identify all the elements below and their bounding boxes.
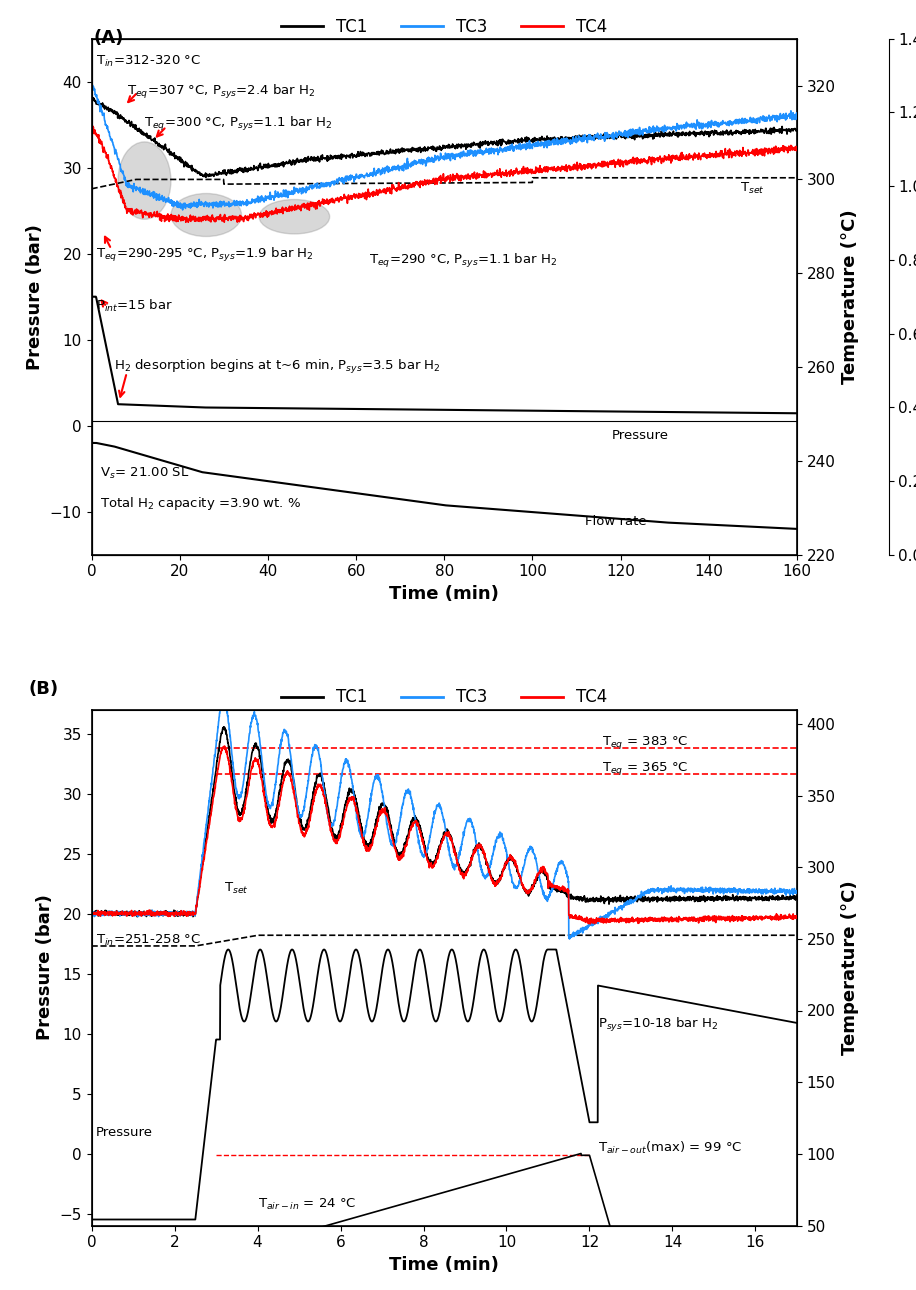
Text: H$_2$ desorption begins at t~6 min, P$_{sys}$=3.5 bar H$_2$: H$_2$ desorption begins at t~6 min, P$_{… [114, 357, 441, 375]
Ellipse shape [259, 200, 330, 233]
Text: P$_{int}$=15 bar: P$_{int}$=15 bar [96, 298, 173, 313]
Y-axis label: Pressure (bar): Pressure (bar) [36, 894, 54, 1041]
X-axis label: Time (min): Time (min) [389, 1255, 499, 1273]
Text: T$_{eq}$=290-295 °C, P$_{sys}$=1.9 bar H$_2$: T$_{eq}$=290-295 °C, P$_{sys}$=1.9 bar H… [96, 246, 314, 264]
Text: T$_{eq}$=307 °C, P$_{sys}$=2.4 bar H$_2$: T$_{eq}$=307 °C, P$_{sys}$=2.4 bar H$_2$ [126, 83, 315, 101]
Text: T$_{eq}$ = 383 °C: T$_{eq}$ = 383 °C [602, 734, 688, 751]
X-axis label: Time (min): Time (min) [389, 584, 499, 602]
Text: T$_{set}$: T$_{set}$ [739, 181, 764, 196]
Text: T$_{air-in}$ = 24 °C: T$_{air-in}$ = 24 °C [257, 1197, 355, 1211]
Text: T$_{in}$=251-258 °C: T$_{in}$=251-258 °C [96, 933, 201, 948]
Legend: TC1, TC3, TC4: TC1, TC3, TC4 [275, 10, 614, 43]
Text: P$_{sys}$=10-18 bar H$_2$: P$_{sys}$=10-18 bar H$_2$ [598, 1015, 718, 1033]
Ellipse shape [118, 142, 171, 219]
Legend: TC1, TC3, TC4: TC1, TC3, TC4 [275, 681, 614, 713]
Text: T$_{eq}$ = 365 °C: T$_{eq}$ = 365 °C [602, 760, 688, 777]
Text: T$_{set}$: T$_{set}$ [224, 881, 249, 897]
Text: V$_s$= 21.00 SL: V$_s$= 21.00 SL [101, 466, 190, 481]
Text: T$_{in}$=312-320 °C: T$_{in}$=312-320 °C [96, 53, 201, 68]
Text: T$_{eq}$=290 °C, P$_{sys}$=1.1 bar H$_2$: T$_{eq}$=290 °C, P$_{sys}$=1.1 bar H$_2$ [369, 252, 557, 270]
Text: Flow rate: Flow rate [585, 515, 647, 528]
Text: Pressure: Pressure [612, 428, 669, 441]
Y-axis label: Temperature (°C): Temperature (°C) [841, 880, 859, 1055]
Y-axis label: Temperature (°C): Temperature (°C) [841, 209, 859, 384]
Text: (B): (B) [28, 680, 59, 698]
Text: Pressure: Pressure [96, 1125, 153, 1139]
Text: T$_{eq}$=300 °C, P$_{sys}$=1.1 bar H$_2$: T$_{eq}$=300 °C, P$_{sys}$=1.1 bar H$_2$ [145, 115, 333, 133]
Text: T$_{air-out}$(max) = 99 °C: T$_{air-out}$(max) = 99 °C [598, 1139, 742, 1156]
Ellipse shape [171, 194, 242, 236]
Y-axis label: Pressure (bar): Pressure (bar) [27, 223, 44, 370]
Text: Total H$_2$ capacity =3.90 wt. %: Total H$_2$ capacity =3.90 wt. % [101, 495, 301, 512]
Text: (A): (A) [93, 28, 125, 46]
